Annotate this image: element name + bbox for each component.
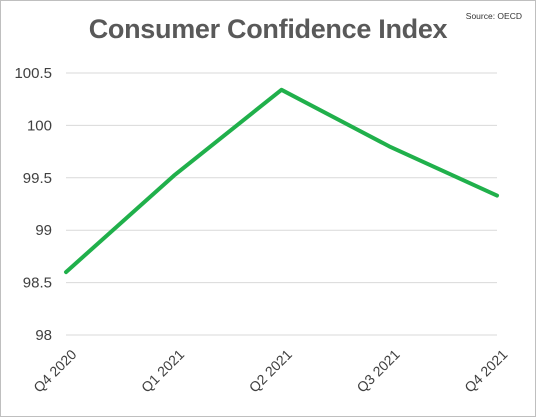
x-tick-label: Q3 2021	[353, 346, 402, 395]
y-tick-label: 99.5	[23, 170, 52, 187]
y-tick-label: 98	[35, 327, 52, 344]
gridlines	[66, 72, 497, 336]
y-tick-label: 100.5	[14, 65, 52, 82]
x-tick-label: Q4 2020	[30, 346, 79, 395]
y-axis-ticks: 98 98.5 99 99.5 100 100.5	[14, 65, 52, 344]
x-axis-ticks: Q4 2020 Q1 2021 Q2 2021 Q3 2021 Q4 2021	[30, 346, 510, 395]
chart-source-note: Source: OECD	[465, 11, 522, 21]
data-point	[387, 144, 391, 148]
y-tick-label: 100	[27, 117, 52, 134]
chart-title: Consumer Confidence Index	[88, 14, 448, 44]
x-tick-label: Q4 2021	[461, 346, 510, 395]
y-tick-label: 98.5	[23, 275, 52, 292]
series-layer	[64, 87, 499, 275]
data-point	[64, 270, 68, 274]
data-point	[495, 194, 499, 198]
x-tick-label: Q2 2021	[246, 346, 295, 395]
x-tick-label: Q1 2021	[138, 346, 187, 395]
y-tick-label: 99	[35, 222, 52, 239]
series-line	[64, 87, 499, 275]
data-point	[172, 174, 176, 178]
data-point	[280, 88, 283, 92]
